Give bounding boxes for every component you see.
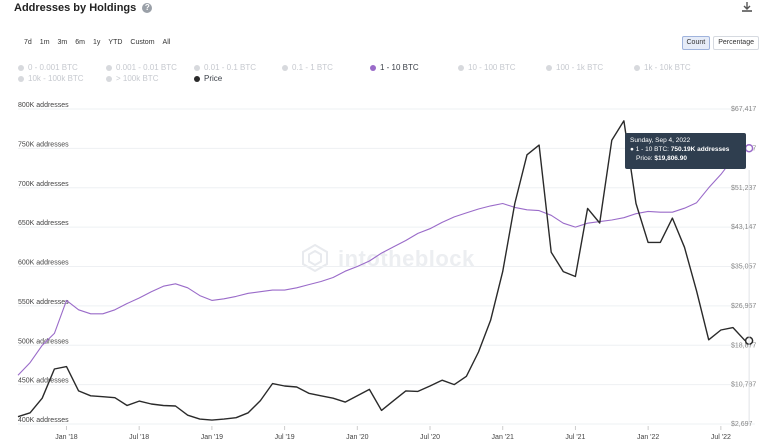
range-button-1m[interactable]: 1m bbox=[39, 39, 50, 46]
legend-label: 0 - 0.001 BTC bbox=[28, 63, 78, 72]
legend-row: 0 - 0.001 BTC 0.001 - 0.01 BTC 0.01 - 0.1 … bbox=[18, 62, 758, 73]
legend-label: 1 - 10 BTC bbox=[380, 63, 419, 72]
legend-item[interactable]: 0.01 - 0.1 BTC bbox=[194, 63, 282, 72]
x-tick-label: Jan '22 bbox=[637, 434, 659, 441]
legend: 0 - 0.001 BTC 0.001 - 0.01 BTC 0.01 - 0.1 … bbox=[18, 62, 758, 84]
y-right-tick-label: $35,057 bbox=[731, 264, 756, 271]
legend-label: 10k - 100k BTC bbox=[28, 74, 84, 83]
y-right-tick-label: $26,967 bbox=[731, 303, 756, 310]
x-tick-label: Jan '19 bbox=[201, 434, 223, 441]
legend-marker-icon bbox=[634, 64, 640, 71]
legend-marker-icon bbox=[106, 64, 112, 71]
legend-label: > 100k BTC bbox=[116, 74, 159, 83]
range-button-custom[interactable]: Custom bbox=[130, 39, 155, 46]
chart-title: Addresses by Holdings bbox=[14, 2, 137, 14]
legend-marker-icon bbox=[546, 64, 552, 71]
mode-toggle: Count Percentage bbox=[681, 36, 759, 50]
legend-item[interactable]: 1 - 10 BTC bbox=[370, 63, 458, 72]
y-right-tick-label: $51,237 bbox=[731, 185, 756, 192]
legend-item[interactable]: 10k - 100k BTC bbox=[18, 74, 106, 83]
range-selector: 7d 1m 3m 6m 1y YTD Custom All bbox=[20, 37, 174, 49]
legend-item[interactable]: Price bbox=[194, 74, 282, 83]
legend-item[interactable]: 0 - 0.001 BTC bbox=[18, 63, 106, 72]
legend-item[interactable]: 0.001 - 0.01 BTC bbox=[106, 63, 194, 72]
download-icon[interactable] bbox=[741, 1, 753, 13]
x-tick-label: Jul '18 bbox=[129, 434, 149, 441]
tooltip-price-label: Price: bbox=[636, 155, 655, 162]
tooltip-price-value: $19,806.90 bbox=[654, 155, 687, 162]
legend-marker-icon bbox=[18, 64, 24, 71]
series-line-price[interactable] bbox=[17, 120, 746, 421]
question-circle-icon[interactable]: ? bbox=[142, 3, 153, 13]
y-left-tick-label: 600K addresses bbox=[18, 260, 69, 267]
x-tick-label: Jan '18 bbox=[55, 434, 77, 441]
range-button-6m[interactable]: 6m bbox=[75, 39, 85, 46]
series-end-point[interactable] bbox=[744, 143, 754, 153]
series-line-addresses[interactable] bbox=[17, 147, 746, 376]
y-right-tick-label: $67,417 bbox=[731, 106, 756, 113]
mode-button-percentage[interactable]: Percentage bbox=[713, 36, 759, 50]
y-right-tick-label: $18,877 bbox=[731, 342, 756, 349]
legend-marker-icon bbox=[370, 64, 376, 71]
x-tick-label: Jul '22 bbox=[711, 434, 731, 441]
legend-marker-icon bbox=[194, 75, 200, 82]
legend-marker-icon bbox=[282, 64, 288, 71]
tooltip: Sunday, Sep 4, 2022 ● 1 - 10 BTC: 750.19… bbox=[625, 133, 746, 169]
tooltip-price: Price: $19,806.90 bbox=[630, 154, 741, 163]
intotheblock-logo-icon bbox=[302, 243, 328, 273]
x-tick-label: Jan '21 bbox=[492, 434, 514, 441]
legend-item[interactable]: 100 - 1k BTC bbox=[546, 63, 634, 72]
legend-label: Price bbox=[204, 74, 223, 83]
legend-label: 0.001 - 0.01 BTC bbox=[116, 63, 177, 72]
range-button-1y[interactable]: 1y bbox=[93, 39, 101, 46]
legend-marker-icon bbox=[106, 75, 112, 82]
x-tick-label: Jul '21 bbox=[565, 434, 585, 441]
tooltip-series-value: 750.19K addresses bbox=[670, 146, 730, 153]
y-right-tick-label: $2,697 bbox=[731, 421, 753, 428]
chart-header: Addresses by Holdings ? bbox=[14, 0, 153, 16]
x-tick-label: Jul '19 bbox=[275, 434, 295, 441]
range-button-ytd[interactable]: YTD bbox=[108, 39, 123, 46]
y-left-tick-label: 450K addresses bbox=[18, 378, 69, 385]
legend-label: 0.1 - 1 BTC bbox=[292, 63, 333, 72]
legend-row: 10k - 100k BTC > 100k BTC Price bbox=[18, 73, 758, 84]
legend-item[interactable]: > 100k BTC bbox=[106, 74, 194, 83]
legend-item[interactable]: 1k - 10k BTC bbox=[634, 63, 722, 72]
legend-label: 1k - 10k BTC bbox=[644, 63, 691, 72]
y-right-tick-label: $43,147 bbox=[731, 224, 756, 231]
legend-label: 100 - 1k BTC bbox=[556, 63, 604, 72]
tooltip-date: Sunday, Sep 4, 2022 bbox=[630, 137, 691, 144]
tooltip-series: ● 1 - 10 BTC: 750.19K addresses bbox=[630, 145, 741, 154]
y-left-tick-label: 700K addresses bbox=[18, 181, 69, 188]
x-tick-label: Jan '20 bbox=[346, 434, 368, 441]
mode-button-count[interactable]: Count bbox=[681, 36, 711, 50]
y-left-tick-label: 400K addresses bbox=[18, 417, 69, 424]
legend-marker-icon bbox=[194, 64, 200, 71]
range-button-all[interactable]: All bbox=[162, 39, 171, 46]
y-left-tick-label: 650K addresses bbox=[18, 220, 69, 227]
range-button-3m[interactable]: 3m bbox=[57, 39, 68, 46]
legend-marker-icon bbox=[18, 75, 24, 82]
legend-item[interactable]: 0.1 - 1 BTC bbox=[282, 63, 370, 72]
legend-marker-icon bbox=[458, 64, 464, 71]
legend-label: 0.01 - 0.1 BTC bbox=[204, 63, 257, 72]
y-left-tick-label: 500K addresses bbox=[18, 338, 69, 345]
y-left-tick-label: 550K addresses bbox=[18, 299, 69, 306]
y-right-tick-label: $10,787 bbox=[731, 382, 756, 389]
x-tick-label: Jul '20 bbox=[420, 434, 440, 441]
y-left-tick-label: 750K addresses bbox=[18, 141, 69, 148]
legend-label: 10 - 100 BTC bbox=[468, 63, 516, 72]
y-left-tick-label: 800K addresses bbox=[18, 102, 69, 109]
legend-item[interactable]: 10 - 100 BTC bbox=[458, 63, 546, 72]
range-button-7d[interactable]: 7d bbox=[24, 39, 32, 46]
tooltip-series-label: ● 1 - 10 BTC: bbox=[630, 146, 671, 153]
